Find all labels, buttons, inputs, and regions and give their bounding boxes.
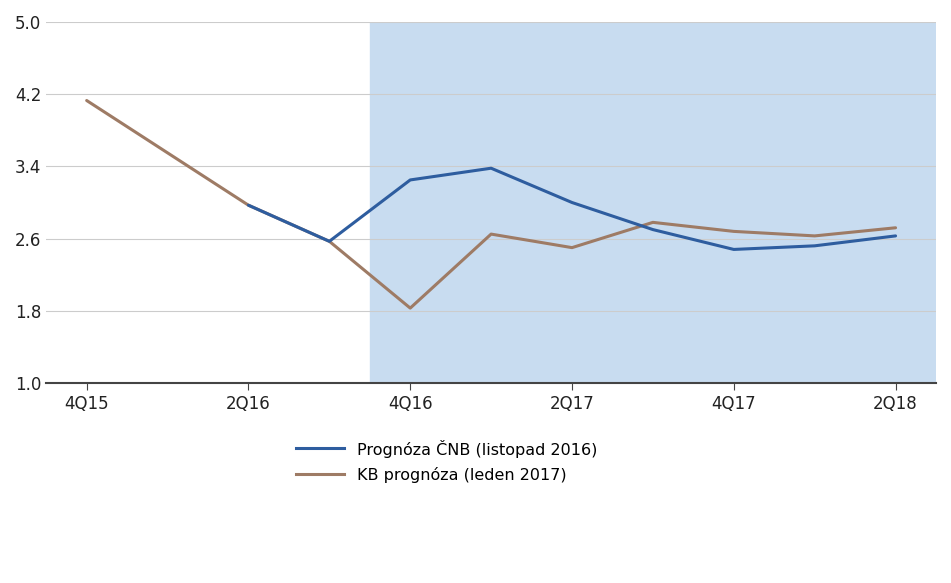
Legend: Prognóza ČNB (listopad 2016), KB prognóza (leden 2017): Prognóza ČNB (listopad 2016), KB prognóz…	[296, 440, 597, 483]
Bar	[370, 22, 936, 383]
